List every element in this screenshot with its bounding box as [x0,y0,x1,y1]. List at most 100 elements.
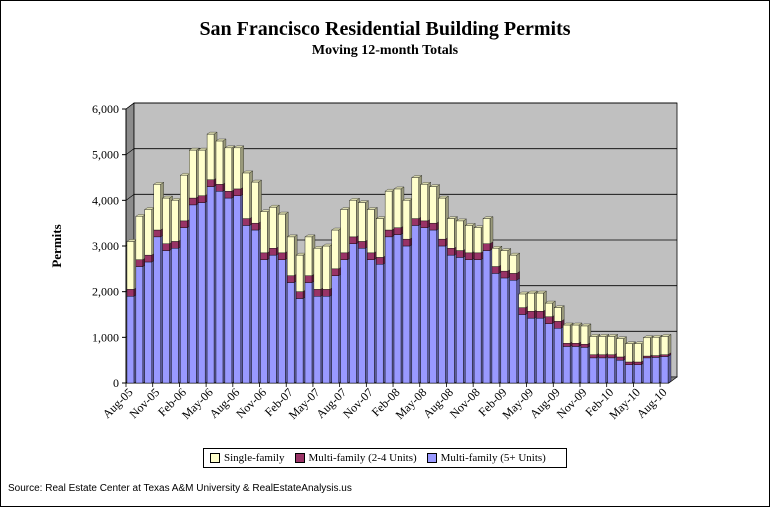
bar-single-family [456,220,464,251]
bar-single-family [180,175,188,222]
bar-multi-family-5-units [206,186,215,384]
bar-single-family [295,254,304,292]
bar-multi-family-2-4-units [144,254,152,263]
bar-multi-family-2-4-units [153,229,161,238]
bar-multi-family-2-4-units [340,252,348,260]
bar-multi-family-2-4-units [358,241,366,249]
bar-single-family [189,149,197,199]
legend-label: Multi-family (5+ Units) [440,452,546,464]
bar-side [489,216,494,244]
bar-top [188,147,200,151]
bar-multi-family-5-units [571,346,580,384]
bar-single-family [634,343,642,363]
bar-multi-family-2-4-units [171,241,179,249]
bar-top [215,138,227,142]
bar-single-family [643,337,651,357]
bar-multi-family-2-4-units [580,343,589,348]
bar-multi-family-5-units [349,243,357,384]
bar-multi-family-5-units [420,227,428,384]
bar-multi-family-5-units [465,259,473,384]
bar-single-family [144,209,152,256]
bar-single-family [438,197,446,240]
bar-multi-family-2-4-units [465,252,473,260]
bar-multi-family-2-4-units [287,275,295,283]
bar-multi-family-5-units [189,204,197,384]
bar-multi-family-5-units [135,266,144,384]
bar-multi-family-2-4-units [527,311,535,319]
bar-multi-family-2-4-units [304,275,313,283]
bar-single-family [402,200,411,240]
bar-multi-family-5-units [509,280,517,384]
bar-single-family [197,149,206,196]
bar-single-family [651,337,660,356]
bar-multi-family-5-units [527,317,535,384]
bar-single-family [242,172,250,219]
bar-multi-family-5-units [580,347,589,384]
y-tick-label: 5,000 [92,148,119,162]
bar-multi-family-2-4-units [482,243,491,251]
bar-single-family [554,307,562,322]
bar-top [304,234,316,238]
bar-top [162,195,174,199]
bar-top [357,200,369,203]
bar-top [571,322,583,326]
bar-top [224,145,236,148]
bar-multi-family-5-units [197,202,206,384]
bar-multi-family-2-4-units [402,238,411,247]
bar-multi-family-5-units [144,261,152,384]
bar-single-family [126,241,135,290]
bar-multi-family-5-units [367,259,375,384]
bar-top [562,322,574,326]
bar-multi-family-5-units [456,257,464,384]
bar-single-family [500,250,508,272]
bar-top [153,182,165,185]
bar-multi-family-2-4-units [589,354,598,359]
bar-multi-family-2-4-units [376,257,384,265]
bar-top [438,195,449,199]
bar-top [518,291,530,295]
bar-multi-family-2-4-units [447,248,455,256]
bar-single-family [598,336,606,355]
bar-side [667,334,672,355]
bar-multi-family-2-4-units [562,343,571,347]
bar-multi-family-5-units [447,254,455,384]
legend-swatch [426,453,437,463]
bar-top [464,223,476,226]
y-tick-label: 3,000 [92,239,119,253]
bar-multi-family-5-units [607,357,615,384]
bar-single-family [278,213,286,254]
bar-multi-family-2-4-units [607,354,615,359]
bar-single-family [322,245,330,290]
legend-label: Multi-family (2-4 Units) [308,452,417,464]
bar-single-family [580,325,589,345]
bar-single-family [562,324,571,344]
y-axis-label: Permits [49,224,64,267]
bar-multi-family-5-units [536,317,544,384]
bar-multi-family-2-4-units [278,252,286,260]
bar-multi-family-5-units [554,328,562,384]
bar-single-family [589,336,598,355]
bar-single-family [367,209,375,254]
bar-multi-family-2-4-units [189,197,197,206]
bar-multi-family-5-units [625,364,633,384]
bar-top [553,305,565,308]
bar-single-family [384,190,393,231]
bar-single-family [304,236,313,276]
bar-multi-family-5-units [304,282,313,384]
bar-multi-family-5-units [331,275,339,384]
bar-multi-family-5-units [491,273,500,384]
x-tick-label: Nov-08 [447,385,483,421]
bar-single-family [153,184,161,231]
bar-multi-family-5-units [411,225,419,384]
bar-multi-family-5-units [598,357,606,384]
bar-single-family [135,216,144,260]
legend-item: Multi-family (2-4 Units) [294,452,417,464]
bar-multi-family-2-4-units [660,354,669,357]
bar-top [500,248,512,251]
bar-multi-family-2-4-units [554,321,562,329]
bar-single-family [509,254,517,274]
bar-single-family [527,292,535,312]
bar-single-family [162,197,170,244]
bar-single-family [331,229,339,270]
legend: Single-family Multi-family (2-4 Units) Mul… [203,448,567,468]
